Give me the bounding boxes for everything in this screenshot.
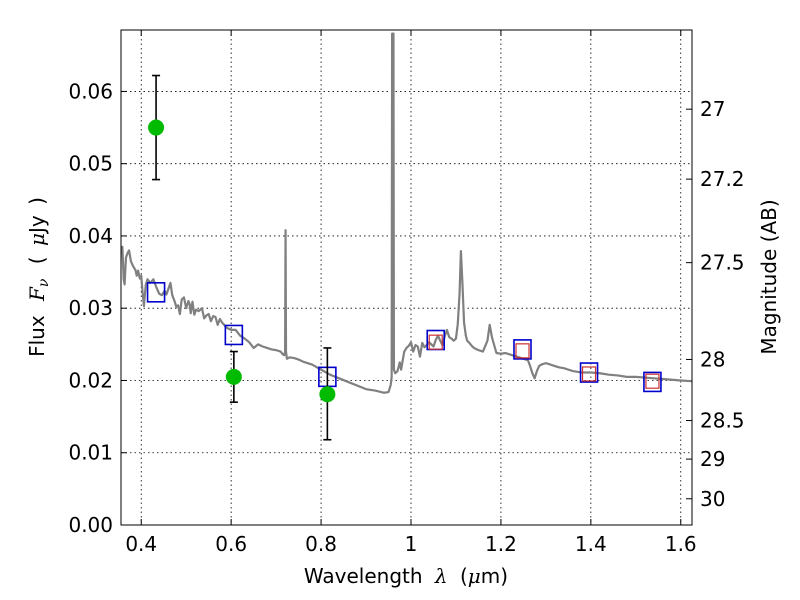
x-tick-label: 1	[405, 532, 418, 556]
observed-point	[225, 368, 242, 385]
y2-tick-label: 27.5	[700, 251, 745, 275]
y2-tick-label: 28	[700, 347, 725, 371]
x-tick-label: 1.4	[575, 532, 607, 556]
y-tick-label: 0.05	[68, 152, 113, 176]
y-tick-label: 0.03	[68, 296, 113, 320]
plot-area	[121, 32, 692, 441]
y2-tick-label: 28.5	[700, 409, 745, 433]
x-tick-label: 1.2	[485, 532, 517, 556]
observed-point	[319, 386, 336, 403]
x-tick-label: 0.8	[305, 532, 337, 556]
model-square-blue	[146, 282, 166, 303]
x-tick-label: 0.6	[215, 532, 247, 556]
model-square-red	[581, 366, 597, 382]
axis-ticks: 0.4 0.6 0.8 1 1.2 1.4 1.6 0.00 0.01 0.02 0.03 0.04 0…	[68, 30, 745, 556]
model-square-blue	[579, 362, 599, 383]
model-square-red	[645, 373, 660, 389]
right-axis-label: Magnitude (AB)	[757, 199, 781, 354]
y-tick-label: 0.06	[68, 79, 113, 103]
y-axis-label: Flux Fν ( μJy )	[25, 197, 53, 357]
spectrum-line	[121, 32, 692, 394]
model-square-blue	[224, 324, 244, 346]
y2-tick-label: 27.2	[700, 167, 745, 191]
plot-frame	[120, 29, 693, 526]
model-square-red	[515, 343, 530, 359]
model-square-blue	[643, 371, 662, 393]
x-axis-label: Wavelength λ (μm)	[304, 564, 508, 588]
y-tick-label: 0.00	[68, 513, 113, 537]
y2-tick-label: 29	[700, 447, 725, 471]
x-tick-label: 1.6	[665, 532, 697, 556]
y-tick-label: 0.01	[68, 441, 113, 465]
x-tick-label: 0.4	[125, 532, 157, 556]
model-square-red	[428, 334, 443, 350]
model-square-blue	[513, 339, 532, 360]
y2-tick-label: 30	[700, 487, 725, 511]
grid-lines	[121, 30, 692, 526]
observed-point	[148, 119, 165, 136]
y-tick-label: 0.04	[68, 224, 113, 248]
y2-tick-label: 27	[700, 97, 725, 121]
y-tick-label: 0.02	[68, 368, 113, 392]
